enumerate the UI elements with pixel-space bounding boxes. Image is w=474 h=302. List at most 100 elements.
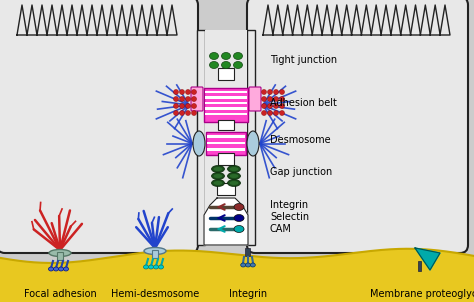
Polygon shape	[292, 5, 302, 35]
Polygon shape	[381, 5, 391, 35]
Polygon shape	[204, 198, 248, 245]
FancyBboxPatch shape	[206, 132, 246, 155]
Polygon shape	[312, 5, 322, 35]
Ellipse shape	[280, 97, 284, 101]
Ellipse shape	[64, 267, 69, 271]
Ellipse shape	[262, 111, 266, 115]
Ellipse shape	[185, 104, 191, 108]
Polygon shape	[27, 5, 37, 35]
Ellipse shape	[262, 97, 266, 101]
Polygon shape	[127, 5, 137, 35]
Ellipse shape	[229, 174, 238, 178]
Ellipse shape	[144, 248, 166, 255]
Polygon shape	[302, 5, 312, 35]
FancyBboxPatch shape	[247, 0, 468, 253]
Polygon shape	[352, 5, 362, 35]
Ellipse shape	[180, 97, 184, 101]
Ellipse shape	[211, 165, 225, 172]
Ellipse shape	[267, 111, 273, 115]
Polygon shape	[415, 248, 440, 270]
Polygon shape	[420, 5, 430, 35]
Text: Membrane proteoglycan: Membrane proteoglycan	[370, 289, 474, 299]
FancyBboxPatch shape	[0, 0, 198, 253]
Polygon shape	[107, 5, 117, 35]
Polygon shape	[77, 5, 87, 35]
Polygon shape	[17, 5, 27, 35]
Ellipse shape	[250, 263, 255, 267]
Bar	[218, 153, 234, 165]
Ellipse shape	[267, 97, 273, 101]
Bar	[197, 30, 205, 245]
Bar	[57, 252, 63, 260]
Ellipse shape	[234, 214, 244, 221]
Ellipse shape	[180, 104, 184, 108]
Ellipse shape	[246, 263, 250, 267]
Ellipse shape	[185, 111, 191, 115]
Ellipse shape	[228, 165, 240, 172]
Ellipse shape	[144, 265, 148, 269]
Polygon shape	[273, 5, 283, 35]
Ellipse shape	[58, 267, 64, 271]
Text: Focal adhesion: Focal adhesion	[24, 289, 96, 299]
Bar	[205, 107, 247, 110]
Polygon shape	[167, 5, 177, 35]
Bar	[217, 183, 235, 195]
Text: Integrin: Integrin	[229, 289, 267, 299]
Polygon shape	[137, 5, 147, 35]
Text: CAM: CAM	[270, 224, 292, 234]
Ellipse shape	[211, 179, 225, 187]
Ellipse shape	[234, 53, 243, 59]
Polygon shape	[157, 5, 167, 35]
Ellipse shape	[173, 111, 179, 115]
Ellipse shape	[191, 111, 197, 115]
Ellipse shape	[191, 97, 197, 101]
Bar	[418, 261, 421, 271]
Ellipse shape	[267, 104, 273, 108]
FancyBboxPatch shape	[204, 88, 248, 122]
Polygon shape	[47, 5, 57, 35]
Text: Integrin: Integrin	[270, 200, 308, 210]
Ellipse shape	[229, 167, 238, 171]
Ellipse shape	[193, 131, 205, 156]
Ellipse shape	[213, 167, 222, 171]
Text: Selectin: Selectin	[270, 212, 309, 222]
Ellipse shape	[262, 104, 266, 108]
Ellipse shape	[185, 89, 191, 95]
Ellipse shape	[148, 265, 154, 269]
Polygon shape	[430, 5, 440, 35]
Polygon shape	[97, 5, 107, 35]
Ellipse shape	[180, 111, 184, 115]
Ellipse shape	[280, 89, 284, 95]
Ellipse shape	[48, 267, 54, 271]
Polygon shape	[117, 5, 127, 35]
Polygon shape	[322, 5, 332, 35]
Polygon shape	[332, 5, 342, 35]
Ellipse shape	[262, 89, 266, 95]
Polygon shape	[67, 5, 77, 35]
Ellipse shape	[221, 53, 230, 59]
Ellipse shape	[273, 89, 279, 95]
Ellipse shape	[247, 131, 259, 156]
Polygon shape	[391, 5, 401, 35]
Polygon shape	[371, 5, 381, 35]
Bar	[218, 68, 234, 80]
Bar	[207, 142, 245, 144]
Bar	[205, 113, 247, 115]
Bar	[207, 148, 245, 150]
Polygon shape	[87, 5, 97, 35]
Ellipse shape	[228, 179, 240, 187]
Ellipse shape	[154, 265, 158, 269]
Ellipse shape	[54, 267, 58, 271]
Ellipse shape	[228, 172, 240, 179]
Ellipse shape	[210, 53, 219, 59]
Ellipse shape	[229, 181, 238, 185]
Ellipse shape	[191, 89, 197, 95]
Text: Desmosome: Desmosome	[270, 135, 331, 145]
Polygon shape	[410, 5, 420, 35]
Ellipse shape	[173, 104, 179, 108]
Polygon shape	[57, 5, 67, 35]
Polygon shape	[342, 5, 352, 35]
Ellipse shape	[273, 104, 279, 108]
Ellipse shape	[267, 89, 273, 95]
Ellipse shape	[185, 97, 191, 101]
